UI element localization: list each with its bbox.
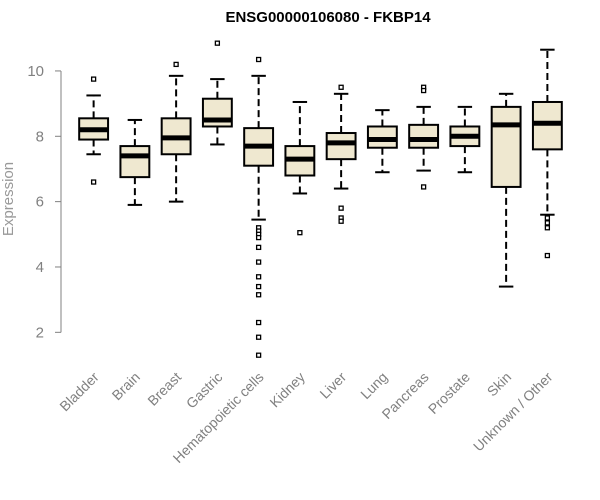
outlier-point [338,205,344,211]
box-kidney [284,100,316,236]
outlier-point [255,234,262,241]
outlier-point [255,292,262,298]
box-iqr [408,123,440,149]
outlier-point [173,61,179,68]
box-skin [490,92,522,288]
outlier-point [544,215,551,221]
x-tick-label: Brain [109,369,143,403]
outlier-point [255,274,262,280]
x-tick-label: Prostate [425,369,473,417]
box-gastric [201,40,233,146]
x-tick-label: Bladder [56,369,102,415]
box-breast [160,61,192,203]
box-iqr [119,145,151,179]
x-tick-label: Liver [316,369,349,402]
y-axis: 2 4 6 8 10 [27,63,62,341]
outlier-point [544,220,551,226]
outlier-point [255,352,262,358]
box-lung [366,109,398,174]
outlier-point [214,40,221,46]
y-tick-label: 8 [36,128,44,145]
outlier-point [255,334,262,340]
outlier-point [338,84,344,90]
box-brain [119,118,151,206]
outlier-point [255,319,262,326]
outlier-point [544,225,551,231]
outlier-point [297,230,303,236]
y-axis-label: Expression [0,162,17,236]
box-hematopoietic-cells [243,56,275,358]
outlier-point [255,283,262,290]
box-iqr [490,105,522,188]
y-tick-label: 10 [27,63,44,80]
y-tick-label: 4 [36,259,44,276]
x-tick-label: Lung [357,369,390,402]
y-tick-label: 6 [36,194,44,211]
box-liver [325,84,357,224]
chart-title: ENSG00000106080 - FKBP14 [225,9,431,26]
x-tick-label: Breast [144,369,184,409]
box-unknown-other [531,48,563,259]
x-tick-label: Kidney [266,369,308,411]
box-prostate [449,105,481,174]
box-group [78,40,563,358]
outlier-point [90,76,97,82]
outlier-point [255,56,262,63]
outlier-point [90,179,97,185]
outlier-point [544,252,551,259]
outlier-point [255,259,262,265]
box-bladder [78,76,110,185]
outlier-point [255,244,262,251]
box-pancreas [408,84,440,190]
y-tick-label: 2 [36,324,44,341]
box-iqr [325,132,357,161]
outlier-point [338,218,344,224]
outlier-point [420,184,427,190]
outlier-point [420,87,427,94]
x-tick-label: Skin [484,369,515,400]
